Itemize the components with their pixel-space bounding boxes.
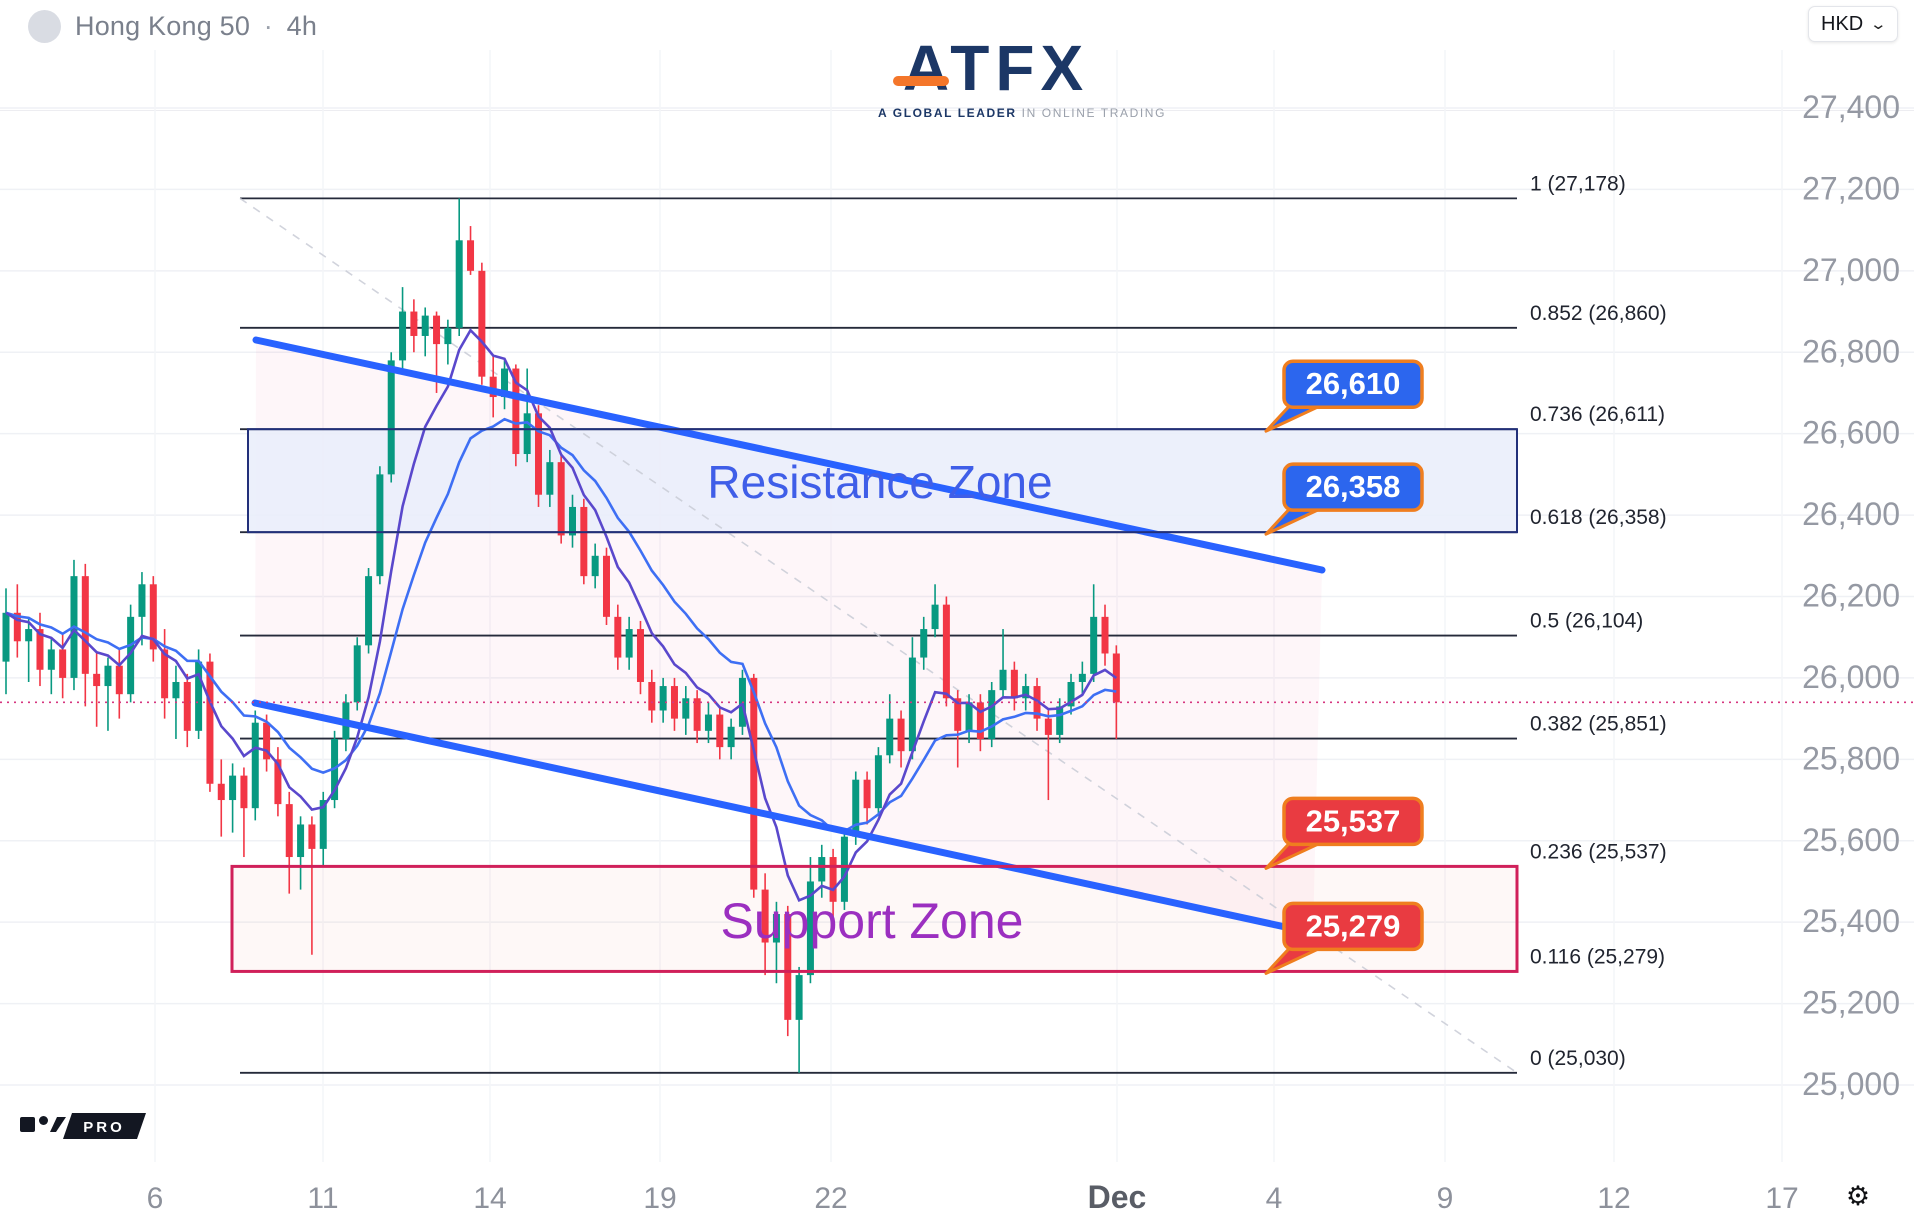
fib-level-label: 0.236 (25,537) (1530, 840, 1667, 863)
support-zone-border[interactable] (230, 864, 1519, 973)
x-axis-label: 19 (643, 1182, 676, 1215)
y-axis-label: 26,000 (1802, 659, 1900, 695)
y-axis-label: 26,800 (1802, 333, 1900, 369)
y-axis-label: 25,600 (1802, 822, 1900, 858)
y-axis-label: 27,200 (1802, 170, 1900, 206)
x-axis-label: 6 (147, 1182, 164, 1215)
price-callout-label: 25,537 (1306, 803, 1401, 838)
y-axis-label: 25,000 (1802, 1066, 1900, 1102)
y-axis-label: 26,600 (1802, 415, 1900, 451)
x-axis-label: 14 (473, 1182, 506, 1215)
price-callout[interactable]: 26,358 (1264, 462, 1424, 536)
currency-dropdown[interactable]: HKD ⌄ (1808, 6, 1898, 42)
fib-level-label: 0.736 (26,611) (1530, 403, 1665, 426)
fib-level-label: 0.618 (26,358) (1530, 506, 1667, 529)
lower-trendline[interactable] (251, 699, 1317, 937)
atfx-orange-bar (892, 76, 949, 86)
x-axis-label: 4 (1266, 1182, 1283, 1215)
y-axis-label: 27,000 (1802, 252, 1900, 288)
symbol-separator: · (263, 11, 273, 41)
fib-level-label: 0.852 (26,860) (1530, 302, 1667, 325)
y-axis-label: 25,200 (1802, 985, 1900, 1021)
x-axis-label: Dec (1088, 1179, 1147, 1215)
x-axis-label: 22 (814, 1182, 847, 1215)
x-axis-label: 17 (1765, 1182, 1798, 1215)
header-divider (0, 110, 1914, 111)
x-axis-label: 9 (1437, 1182, 1454, 1215)
y-axis-label: 26,200 (1802, 578, 1900, 614)
atfx-brand-text: ATFX (892, 36, 1089, 100)
ma-slow-line (5, 417, 1117, 833)
price-callout-label: 26,610 (1306, 366, 1401, 401)
price-callout[interactable]: 26,610 (1264, 359, 1424, 433)
support-zone-label: Support Zone (721, 893, 1024, 949)
y-axis-label: 25,800 (1802, 740, 1900, 776)
pro-badge-shape (63, 1113, 146, 1139)
y-axis-label: 27,400 (1802, 89, 1900, 125)
y-axis-label: 26,400 (1802, 496, 1900, 532)
resistance-zone-border[interactable] (247, 428, 1518, 534)
timeframe-label: 4h (286, 11, 318, 41)
fib-anchor-dashed-line (239, 197, 1518, 1074)
y-axis-label: 25,400 (1802, 903, 1900, 939)
tradingview-pro-badge[interactable]: PRO (20, 1110, 150, 1147)
x-axis-label: 12 (1597, 1182, 1630, 1215)
fib-level-label: 0.382 (25,851) (1530, 713, 1667, 736)
fib-level-label: 1 (27,178) (1530, 172, 1626, 195)
atfx-logo: ATFX A GLOBAL LEADER IN ONLINE TRADING (878, 36, 1167, 120)
atfx-tagline: A GLOBAL LEADER IN ONLINE TRADING (878, 106, 1167, 120)
pro-badge-label: PRO (83, 1119, 125, 1136)
price-callout-label: 26,358 (1306, 469, 1401, 504)
fib-level-label: 0.116 (25,279) (1530, 945, 1665, 968)
fib-level-label: 0.5 (26,104) (1530, 610, 1643, 633)
symbol-title: Hong Kong 50 · 4h (75, 11, 317, 42)
symbol-name: Hong Kong 50 (75, 11, 251, 41)
tradingview-logo-icon (20, 1116, 66, 1132)
instrument-logo-icon (28, 10, 61, 43)
resistance-zone-label: Resistance Zone (707, 456, 1052, 508)
symbol-header: Hong Kong 50 · 4h (28, 10, 317, 43)
fib-level-label: 0 (25,030) (1530, 1047, 1626, 1070)
settings-gear-icon[interactable]: ⚙ (1845, 1180, 1871, 1212)
chevron-down-icon: ⌄ (1869, 16, 1888, 33)
currency-value: HKD (1821, 12, 1864, 35)
x-axis-label: 11 (307, 1182, 338, 1215)
price-callout[interactable]: 25,537 (1264, 796, 1424, 870)
price-callout[interactable]: 25,279 (1264, 901, 1424, 975)
price-callout-label: 25,279 (1306, 908, 1401, 943)
